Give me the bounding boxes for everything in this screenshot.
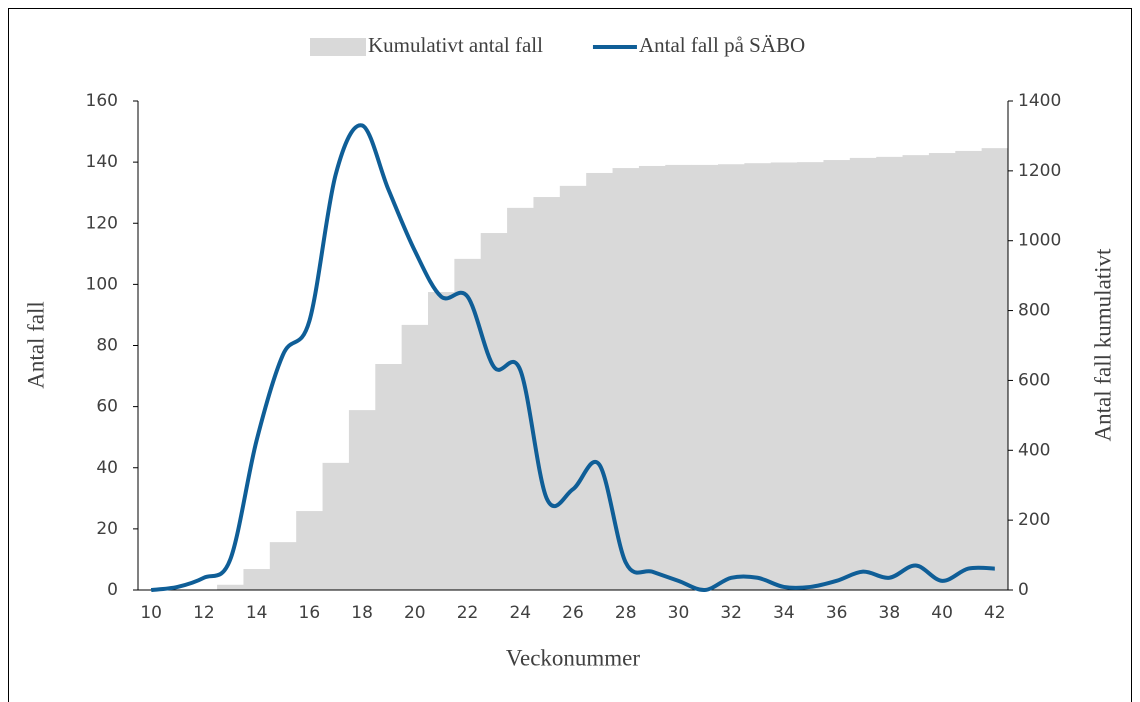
x-tick-label: 26 [562,603,584,623]
bar [243,569,271,590]
bar [586,172,614,590]
bar [507,207,534,591]
x-tick-label: 32 [720,603,742,623]
bar [718,164,745,591]
x-tick-label: 40 [931,603,953,623]
legend-label: Kumulativt antal fall [368,33,543,57]
bar [665,164,693,590]
x-tick-label: 12 [193,603,215,623]
bar [981,148,1009,590]
legend-swatch [310,38,366,56]
bar [849,157,877,590]
bar [401,324,429,590]
bar [296,511,324,590]
chart-frame [8,8,1132,702]
y-tick-label: 140 [86,152,118,172]
bar [322,462,350,590]
bar [876,156,904,590]
y2-tick-label: 1200 [1018,161,1061,181]
x-tick-label: 38 [879,603,901,623]
y-tick-label: 60 [96,397,118,417]
y2-tick-label: 200 [1018,510,1050,530]
y2-tick-label: 600 [1018,370,1050,390]
y-tick-label: 160 [86,91,118,111]
legend-label: Antal fall på SÄBO [639,33,805,57]
x-tick-label: 36 [826,603,848,623]
bar [428,292,455,590]
y-tick-label: 100 [86,274,118,294]
bar [770,162,798,590]
y-tick-label: 120 [86,213,118,233]
bar [348,410,376,590]
bar [797,162,824,590]
x-tick-label: 34 [773,603,795,623]
x-tick-label: 30 [668,603,690,623]
bar [902,155,930,590]
y-tick-label: 80 [96,336,118,356]
y-tick-label: 40 [96,458,118,478]
x-tick-label: 10 [140,603,162,623]
bar [375,364,403,590]
y-axis-title: Antal fall [23,301,48,389]
bar [480,233,508,590]
x-tick-label: 22 [457,603,479,623]
y2-tick-label: 1000 [1018,231,1061,251]
x-tick-label: 24 [509,603,531,623]
y2-tick-label: 400 [1018,440,1050,460]
line [150,123,995,593]
bar [269,542,297,590]
bar [533,197,561,590]
bar [638,165,666,590]
x-tick-label: 42 [984,603,1006,623]
x-tick-label: 28 [615,603,637,623]
bar [691,164,719,590]
bar [217,584,244,590]
bar [823,160,851,590]
x-tick-label: 18 [351,603,373,623]
y-tick-label: 0 [107,580,118,600]
bar [744,163,772,590]
x-tick-label: 16 [299,603,321,623]
bar [559,185,587,590]
y2-axis-title: Antal fall kumulativt [1090,248,1115,442]
x-tick-label: 14 [246,603,268,623]
bar [928,153,956,590]
y2-tick-label: 800 [1018,301,1050,321]
bar [454,258,482,590]
x-axis-title: Veckonummer [506,645,640,670]
y-tick-label: 20 [96,519,118,539]
bar [955,150,983,590]
x-tick-label: 20 [404,603,426,623]
bar [612,168,640,590]
y2-tick-label: 0 [1018,580,1029,600]
y2-tick-label: 1400 [1018,91,1061,111]
